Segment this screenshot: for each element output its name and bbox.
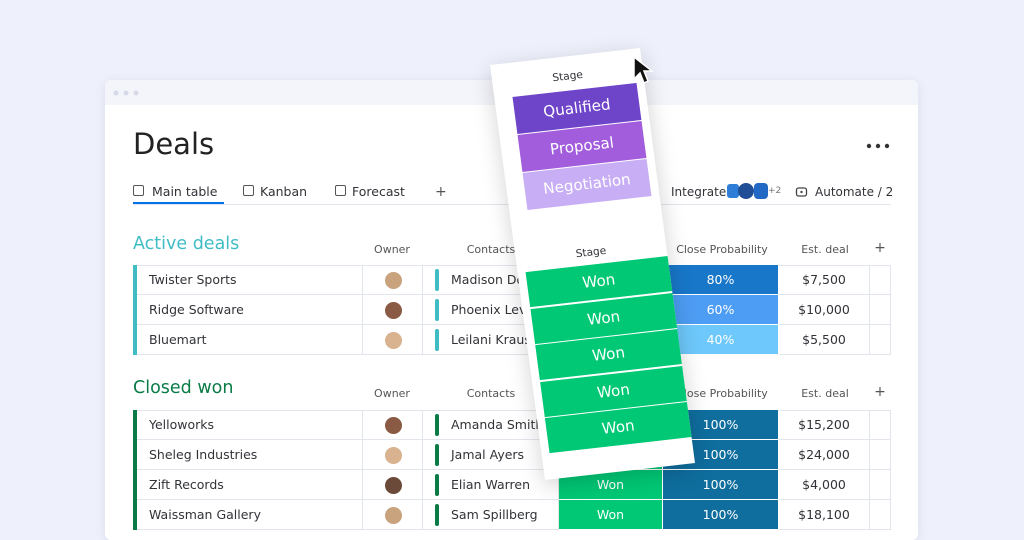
cursor <box>633 55 655 85</box>
owner-avatar <box>384 476 403 495</box>
tab-icon <box>243 185 254 196</box>
contact: Sam Spillberg <box>423 500 559 530</box>
deal-name: Yelloworks <box>137 410 363 440</box>
tab-icon <box>133 185 144 196</box>
contact-bar <box>435 269 439 291</box>
group-color-bar <box>133 410 137 440</box>
automate-icon <box>795 187 808 197</box>
owner-cell <box>363 410 423 440</box>
owner-cell <box>363 325 423 355</box>
owner-avatar <box>384 506 403 525</box>
est-deal: $10,000 <box>779 295 870 325</box>
empty-cell <box>870 500 891 530</box>
group-title: Active deals <box>133 234 240 254</box>
owner-avatar <box>384 271 403 290</box>
est-deal: $24,000 <box>779 440 870 470</box>
deal-name: Ridge Software <box>137 295 363 325</box>
automate[interactable]: Automate / 2 <box>815 185 894 199</box>
est-deal: $18,100 <box>779 500 870 530</box>
probability: 80% <box>663 265 779 295</box>
active-tab-underline <box>133 202 224 204</box>
empty-cell <box>870 325 891 355</box>
group-top-border <box>133 410 891 411</box>
column-header: Close Probability <box>676 387 768 400</box>
board-title: Deals <box>133 127 215 161</box>
add-column[interactable]: + <box>874 384 886 400</box>
column-header: Owner <box>374 243 410 256</box>
more-menu[interactable] <box>864 140 894 152</box>
add-column[interactable]: + <box>874 240 886 256</box>
contact-bar <box>435 329 439 351</box>
contact-bar <box>435 504 439 526</box>
est-deal: $5,500 <box>779 325 870 355</box>
deal-name: Twister Sports <box>137 265 363 295</box>
contact-bar <box>435 444 439 466</box>
est-deal: $15,200 <box>779 410 870 440</box>
probability: 100% <box>663 470 779 500</box>
tab[interactable]: Forecast <box>352 184 405 199</box>
stage-cell: Won <box>559 500 663 530</box>
group-color-bar <box>133 265 137 295</box>
owner-avatar <box>384 416 403 435</box>
group-color-bar <box>133 470 137 500</box>
column-header: Close Probability <box>676 243 768 256</box>
group-title: Closed won <box>133 378 234 398</box>
tab-icon <box>335 185 346 196</box>
contact-bar <box>435 474 439 496</box>
owner-avatar <box>384 301 403 320</box>
deal-name: Waissman Gallery <box>137 500 363 530</box>
integration-icons <box>727 183 768 199</box>
column-header: Contacts <box>466 387 516 400</box>
group-color-bar <box>133 295 137 325</box>
owner-cell <box>363 470 423 500</box>
owner-cell <box>363 265 423 295</box>
window-dots <box>113 90 139 96</box>
deal-name: Zift Records <box>137 470 363 500</box>
contact: Jamal Ayers <box>423 440 559 470</box>
contact-bar <box>435 414 439 436</box>
contact: Elian Warren <box>423 470 559 500</box>
integrate[interactable]: Integrate <box>671 185 727 199</box>
column-header: Owner <box>374 387 410 400</box>
deal-name: Sheleg Industries <box>137 440 363 470</box>
contact-bar <box>435 299 439 321</box>
owner-avatar <box>384 331 403 350</box>
add-tab[interactable]: + <box>435 184 447 200</box>
owner-cell <box>363 295 423 325</box>
column-header: Est. deal <box>801 387 849 400</box>
probability: 100% <box>663 500 779 530</box>
probability: 40% <box>663 325 779 355</box>
est-deal: $7,500 <box>779 265 870 295</box>
empty-cell <box>870 440 891 470</box>
owner-cell <box>363 440 423 470</box>
group-top-border <box>133 265 891 266</box>
empty-cell <box>870 295 891 325</box>
group-color-bar <box>133 325 137 355</box>
empty-cell <box>870 265 891 295</box>
owner-cell <box>363 500 423 530</box>
group-color-bar <box>133 440 137 470</box>
integrate-more: +2 <box>768 186 782 196</box>
empty-cell <box>870 470 891 500</box>
owner-avatar <box>384 446 403 465</box>
group-color-bar <box>133 500 137 530</box>
column-header: Contacts <box>466 243 516 256</box>
column-header: Est. deal <box>801 243 849 256</box>
est-deal: $4,000 <box>779 470 870 500</box>
tab[interactable]: Main table <box>152 184 218 199</box>
tab[interactable]: Kanban <box>260 184 308 199</box>
probability: 60% <box>663 295 779 325</box>
empty-cell <box>870 410 891 440</box>
deal-name: Bluemart <box>137 325 363 355</box>
